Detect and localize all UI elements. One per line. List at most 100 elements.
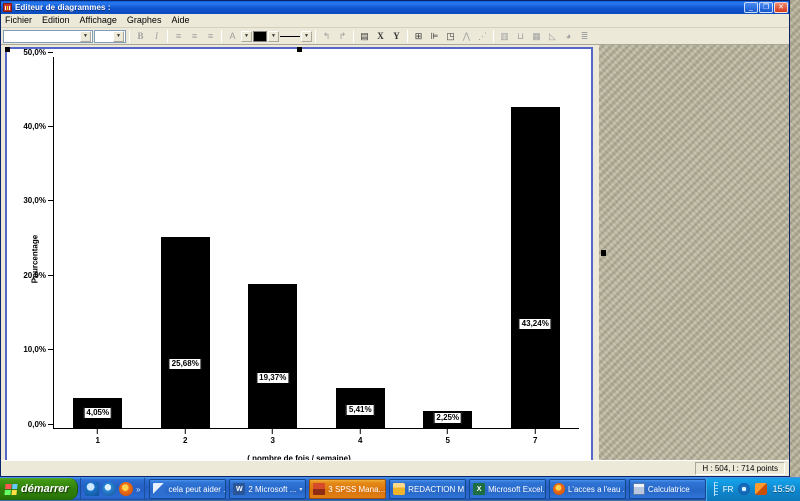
- line-style-icon[interactable]: [280, 31, 300, 42]
- menu-aide[interactable]: Aide: [171, 15, 190, 25]
- start-button[interactable]: démarrer: [0, 478, 78, 500]
- bar-slot: 4,05%: [54, 57, 142, 428]
- bar-value-label: 43,24%: [518, 318, 552, 331]
- x-axis-tick: 2: [183, 429, 187, 460]
- bar[interactable]: 2,25%: [423, 411, 473, 428]
- taskbar-task-label: REDACTION M...: [408, 484, 467, 494]
- taskbar-task-button[interactable]: 3 SPSS Mana...▾: [309, 479, 387, 499]
- x-axis-tick-label: 1: [95, 436, 100, 445]
- y-axis-tick-mark: [48, 274, 53, 276]
- bar-chart[interactable]: Pourcentage 0,0% 10,0% 20,0% 30,0% 40,0% 50,0…: [7, 48, 591, 460]
- bar-value-label: 4,05%: [83, 406, 113, 419]
- firefox-icon: [552, 483, 565, 495]
- x-axis-tick-label: 2: [183, 436, 188, 445]
- fill-color-swatch[interactable]: [253, 30, 267, 42]
- chevron-down-icon[interactable]: ▼: [301, 30, 312, 42]
- x-axis-tick-mark: [272, 429, 274, 434]
- volume-icon[interactable]: [738, 483, 751, 495]
- y-axis-tick-mark: [48, 349, 53, 351]
- chevron-down-icon[interactable]: ▼: [241, 30, 252, 42]
- status-bar: H : 504, l : 714 points: [1, 460, 789, 476]
- system-tray: FR 15:50: [705, 477, 800, 501]
- y-axis-tick: 40,0%: [23, 121, 53, 131]
- clock[interactable]: 15:50: [772, 484, 795, 494]
- selection-handle[interactable]: [601, 249, 606, 256]
- y-axis-tick: 20,0%: [23, 270, 53, 280]
- align-left-icon[interactable]: ≡: [175, 30, 182, 41]
- chart-properties-icon[interactable]: ▤: [360, 30, 369, 41]
- stacked-chart-icon[interactable]: ▦: [532, 30, 541, 41]
- taskbar-task-button[interactable]: REDACTION M...: [389, 479, 467, 499]
- font-color-icon[interactable]: A: [229, 30, 236, 41]
- workspace-gutter: [599, 45, 789, 460]
- restore-button[interactable]: ❐: [759, 2, 773, 13]
- chart-editor-window: Editeur de diagrammes : _ ❐ ✕ Fichier Ed…: [0, 0, 790, 477]
- chevron-down-icon[interactable]: ▼: [113, 30, 124, 42]
- chevron-down-icon[interactable]: ▼: [268, 30, 279, 42]
- font-size-combo[interactable]: ▼: [94, 29, 126, 43]
- quick-launch-overflow-icon[interactable]: »: [136, 484, 141, 494]
- window-title-bar[interactable]: Editeur de diagrammes : _ ❐ ✕: [1, 1, 789, 14]
- y-axis-tick: 0,0%: [28, 419, 53, 429]
- toolbar-separator: [221, 29, 222, 43]
- bar-slot: 43,24%: [492, 57, 580, 428]
- undo-icon[interactable]: ↰: [322, 30, 331, 41]
- align-right-icon[interactable]: ≡: [207, 30, 214, 41]
- histogram-icon[interactable]: ⊔: [516, 30, 525, 41]
- taskbar-task-button[interactable]: L'acces a l'eau ...: [548, 479, 626, 499]
- y-axis-tick: 10,0%: [23, 345, 53, 355]
- area-chart-icon[interactable]: ◺: [549, 30, 556, 41]
- folder-icon: [393, 483, 406, 495]
- font-family-combo[interactable]: ▼: [3, 29, 93, 43]
- bar-chart-icon[interactable]: ▥: [500, 30, 509, 41]
- italic-button[interactable]: I: [155, 30, 158, 41]
- word-icon: W: [233, 483, 246, 495]
- tray-grip-handle[interactable]: [713, 482, 718, 496]
- legend-icon[interactable]: ⊫: [430, 30, 439, 41]
- bar[interactable]: 19,37%: [248, 284, 298, 428]
- document-icon: [153, 483, 166, 495]
- x-axis-button[interactable]: X: [377, 30, 384, 41]
- taskbar-task-button[interactable]: X Microsoft Excel...: [469, 479, 546, 499]
- x-axis-tick: 5: [446, 429, 450, 460]
- taskbar-task-button[interactable]: Calculatrice: [628, 479, 706, 499]
- menu-edition[interactable]: Edition: [42, 15, 70, 25]
- resize-handle-top[interactable]: [297, 47, 302, 52]
- bar[interactable]: 43,24%: [510, 107, 560, 428]
- frame-icon[interactable]: ◳: [446, 30, 455, 41]
- chevron-down-icon[interactable]: ▾: [299, 486, 303, 493]
- x-axis-line: [53, 428, 579, 429]
- firefox-icon[interactable]: [119, 482, 133, 496]
- menu-affichage[interactable]: Affichage: [79, 15, 117, 25]
- bar[interactable]: 5,41%: [335, 387, 385, 428]
- bar-series: 4,05% 25,68% 19,37% 5,41% 2,25% 43,24%: [54, 57, 579, 428]
- bar[interactable]: 4,05%: [73, 397, 123, 428]
- y-axis-tick-mark: [48, 200, 53, 202]
- language-indicator[interactable]: FR: [722, 484, 734, 494]
- y-axis-tick-label: 20,0%: [23, 270, 46, 280]
- line-chart-icon[interactable]: ⋀: [462, 30, 471, 41]
- align-center-icon[interactable]: ≡: [191, 30, 198, 41]
- redo-icon[interactable]: ↱: [338, 30, 347, 41]
- menu-fichier[interactable]: Fichier: [5, 15, 33, 25]
- chevron-down-icon[interactable]: ▼: [80, 30, 91, 42]
- show-desktop-icon[interactable]: [85, 482, 99, 496]
- taskbar-task-button[interactable]: cela peut aider ...: [149, 479, 227, 499]
- minimize-button[interactable]: _: [744, 2, 758, 13]
- chart-document[interactable]: Pourcentage 0,0% 10,0% 20,0% 30,0% 40,0% 50,0…: [5, 47, 593, 460]
- y-axis-tick-label: 30,0%: [23, 196, 46, 206]
- taskbar-task-label: 2 Microsoft ...: [248, 484, 297, 494]
- y-axis-button[interactable]: Y: [393, 30, 400, 41]
- text-tool-icon[interactable]: ≣: [580, 30, 589, 41]
- pie-chart-icon[interactable]: ◕: [565, 30, 572, 41]
- bold-button[interactable]: B: [137, 30, 144, 41]
- menu-graphes[interactable]: Graphes: [126, 15, 162, 25]
- scatter-chart-icon[interactable]: ⋰: [478, 30, 487, 41]
- network-icon[interactable]: [755, 483, 768, 495]
- bar[interactable]: 25,68%: [160, 237, 210, 428]
- close-button[interactable]: ✕: [774, 2, 788, 13]
- grid-icon[interactable]: ⊞: [414, 30, 423, 41]
- internet-explorer-icon[interactable]: [102, 482, 116, 496]
- resize-handle-top-left[interactable]: [5, 47, 10, 52]
